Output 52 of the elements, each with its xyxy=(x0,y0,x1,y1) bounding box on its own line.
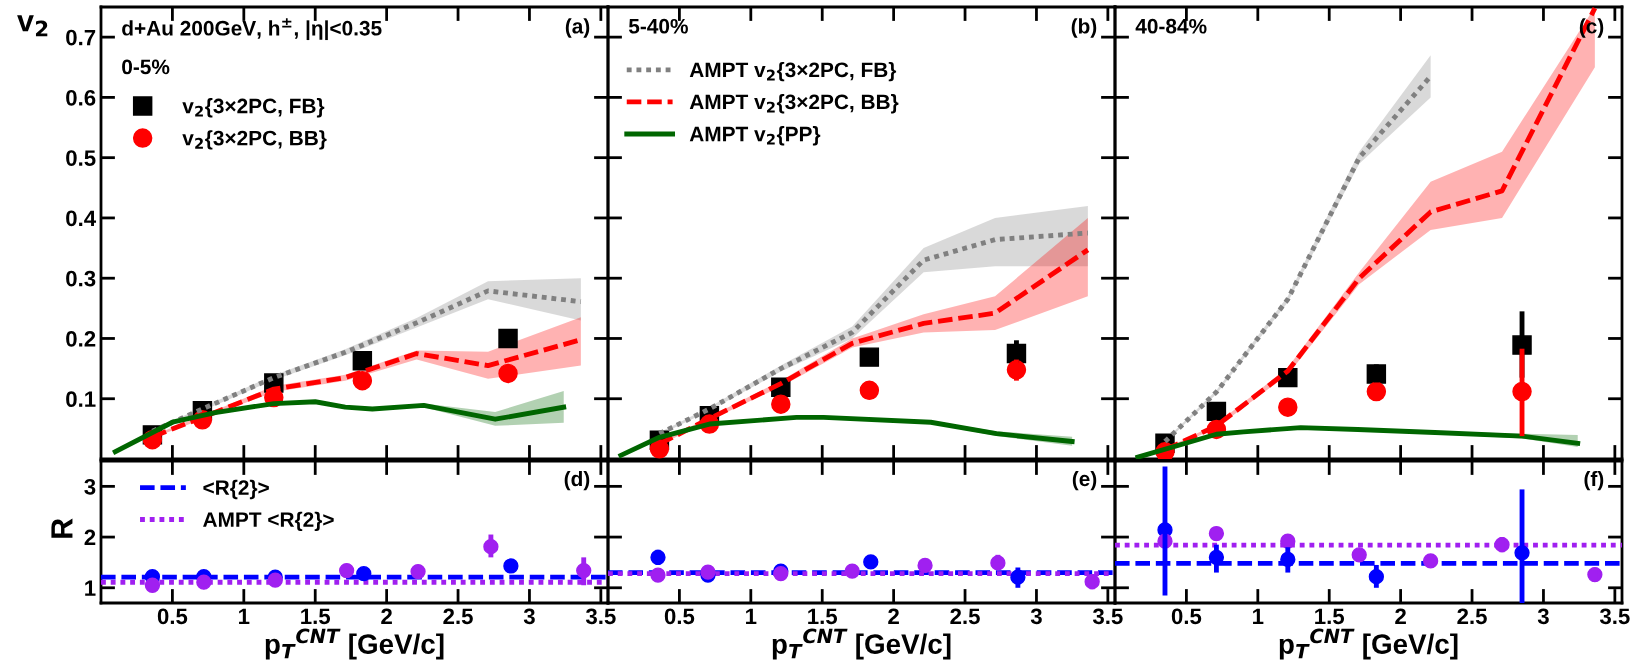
legend-label: v$_{2}${3×2PC, BB} xyxy=(182,130,327,150)
x-tick-label: 2 xyxy=(381,608,392,624)
legend-label: AMPT v$_{2}${PP} xyxy=(689,126,821,146)
x-tick-label: 0.5 xyxy=(1171,608,1202,625)
x-tick-label: 2 xyxy=(1395,608,1406,624)
x-tick-label: 2.5 xyxy=(1457,608,1487,625)
annotation: (b) xyxy=(1071,18,1097,38)
x-tick-label: 3 xyxy=(1537,608,1549,625)
y-tick-label: 2 xyxy=(84,529,96,546)
legend-label: AMPT v$_{2}${3×2PC, BB} xyxy=(689,93,899,114)
x-tick-label: 0.5 xyxy=(157,608,188,625)
y-tick-label: 0.6 xyxy=(66,89,96,106)
x-tick-label: 0.5 xyxy=(664,608,695,625)
x-tick-label: 3 xyxy=(1030,608,1042,625)
annotation: (e) xyxy=(1072,470,1097,491)
x-tick-label: 3.5 xyxy=(1092,608,1123,625)
x-axis-title: p$_{T}$$^{CNT}$ [GeV/c] xyxy=(265,628,444,660)
annotation: (f) xyxy=(1584,470,1604,491)
x-tick-label: 1 xyxy=(239,608,250,624)
annotation: 0-5% xyxy=(122,59,170,75)
annotation: 40-84% xyxy=(1135,18,1207,34)
y-tick-label: 0.5 xyxy=(66,150,96,166)
y-tick-label: 0.3 xyxy=(66,270,96,287)
x-tick-label: 1.5 xyxy=(808,608,838,625)
y-tick-label: 0.2 xyxy=(66,331,96,347)
legend-label: <R{2}> xyxy=(203,479,269,500)
x-tick-label: 2.5 xyxy=(950,608,980,625)
x-tick-label: 1 xyxy=(746,608,757,624)
y-tick-label: 0.7 xyxy=(66,29,96,46)
x-tick-label: 1.5 xyxy=(301,608,331,625)
annotation: (d) xyxy=(564,470,590,491)
annotation: (a) xyxy=(565,18,590,38)
y-tick-label: 3 xyxy=(84,478,96,495)
y-tick-label: 1 xyxy=(85,580,96,596)
y-tick-label: 0.4 xyxy=(66,210,97,227)
annotation: 5-40% xyxy=(628,18,688,34)
x-tick-label: 2 xyxy=(888,608,899,624)
legend-label: AMPT <R{2}> xyxy=(203,511,334,532)
x-axis-title: p$_{T}$$^{CNT}$ [GeV/c] xyxy=(1279,628,1458,660)
legend-label: v$_{2}${3×2PC, FB} xyxy=(182,98,325,118)
y-axis-title: v$_{2}$ xyxy=(17,15,48,37)
annotation: d+Au 200GeV, h$^{±}$, |η|<0.35 xyxy=(122,18,382,41)
x-axis-title: p$_{T}$$^{CNT}$ [GeV/c] xyxy=(772,628,951,660)
x-tick-label: 3 xyxy=(523,608,535,625)
x-tick-label: 1 xyxy=(1253,608,1264,624)
x-tick-label: 1.5 xyxy=(1315,608,1345,625)
x-tick-label: 3.5 xyxy=(585,608,616,625)
x-tick-label: 2.5 xyxy=(443,608,473,625)
y-tick-label: 0.1 xyxy=(66,391,96,407)
x-tick-label: 3.5 xyxy=(1599,608,1630,625)
legend-label: AMPT v$_{2}${3×2PC, FB} xyxy=(689,61,897,82)
y-axis-title: R xyxy=(51,518,73,538)
